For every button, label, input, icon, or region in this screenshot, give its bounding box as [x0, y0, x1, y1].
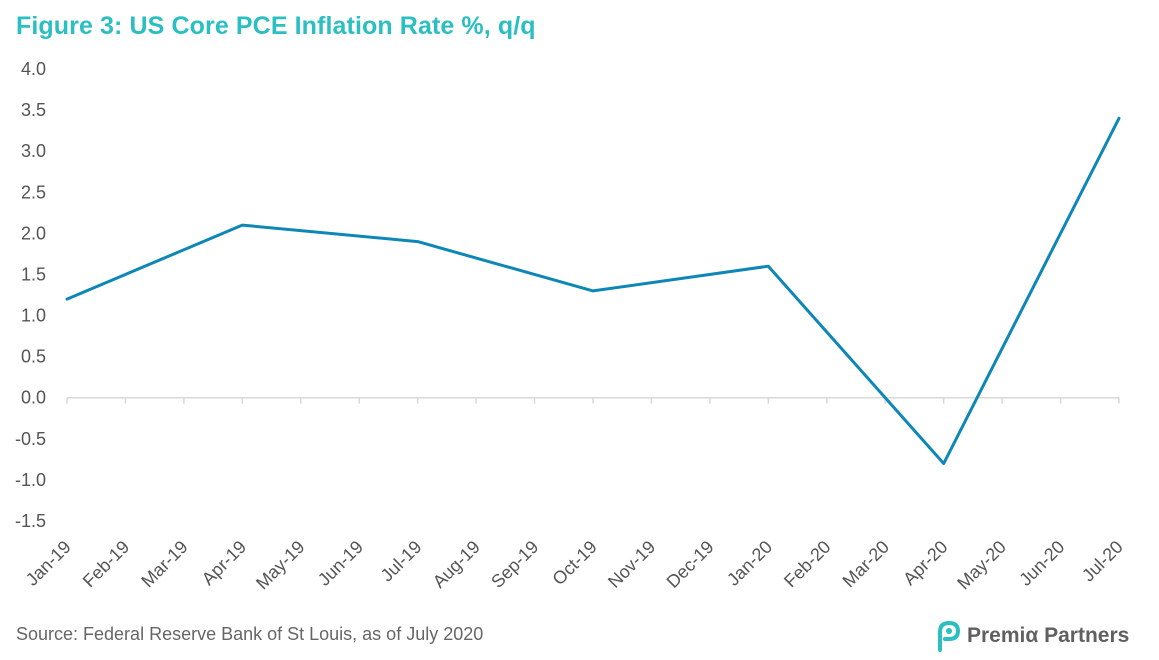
x-tick-label: Jun-19	[314, 537, 367, 590]
x-tick-label: Dec-19	[663, 537, 718, 592]
x-tick-label: Aug-19	[429, 537, 484, 592]
y-tick-label: -1.5	[15, 511, 46, 531]
x-tick-label: Sep-19	[487, 537, 542, 592]
chart-title: Figure 3: US Core PCE Inflation Rate %, …	[16, 12, 536, 40]
brand-logo: Premiα Partners	[936, 620, 1150, 652]
brand-name: Premiα Partners	[967, 624, 1130, 647]
source-note: Source: Federal Reserve Bank of St Louis…	[16, 624, 484, 644]
x-tick-label: Apr-19	[198, 537, 250, 589]
x-tick-label: Jan-20	[723, 537, 776, 590]
x-tick-label: Oct-19	[548, 537, 600, 589]
x-tick-label: Apr-20	[899, 537, 951, 589]
y-tick-label: 3.0	[21, 141, 46, 161]
x-tick-label: May-19	[252, 537, 309, 594]
y-axis-ticks: 4.0 3.5 3.0 2.5 2.0 1.5 1.0 0.5 0.0 -0.5 -1.0 -1.5	[15, 59, 46, 531]
x-tick-label: Jul-20	[1078, 537, 1127, 586]
x-tick-label: Feb-19	[79, 537, 133, 591]
y-tick-label: 2.0	[21, 223, 46, 243]
y-tick-label: 2.5	[21, 182, 46, 202]
x-tick-label: Nov-19	[604, 537, 659, 592]
y-tick-label: -0.5	[15, 429, 46, 449]
series-line	[65, 116, 1121, 465]
x-tick-label: Jan-19	[22, 537, 75, 590]
y-tick-label: 3.5	[21, 100, 46, 120]
x-tick-label: Mar-20	[839, 537, 893, 591]
x-tick-label: Mar-19	[137, 537, 191, 591]
x-tick-label: May-20	[953, 537, 1010, 594]
y-tick-label: 1.5	[21, 264, 46, 284]
x-tick-label: Jun-20	[1015, 537, 1068, 590]
series-layer	[65, 116, 1121, 465]
x-tick-label: Feb-20	[780, 537, 834, 591]
y-tick-label: 0.5	[21, 347, 46, 367]
x-tick-label: Jul-19	[377, 537, 426, 586]
premia-p-logo-icon	[938, 621, 960, 652]
y-tick-label: 4.0	[21, 59, 46, 79]
y-tick-label: 1.0	[21, 306, 46, 326]
y-tick-label: 0.0	[21, 388, 46, 408]
y-tick-label: -1.0	[15, 470, 46, 490]
